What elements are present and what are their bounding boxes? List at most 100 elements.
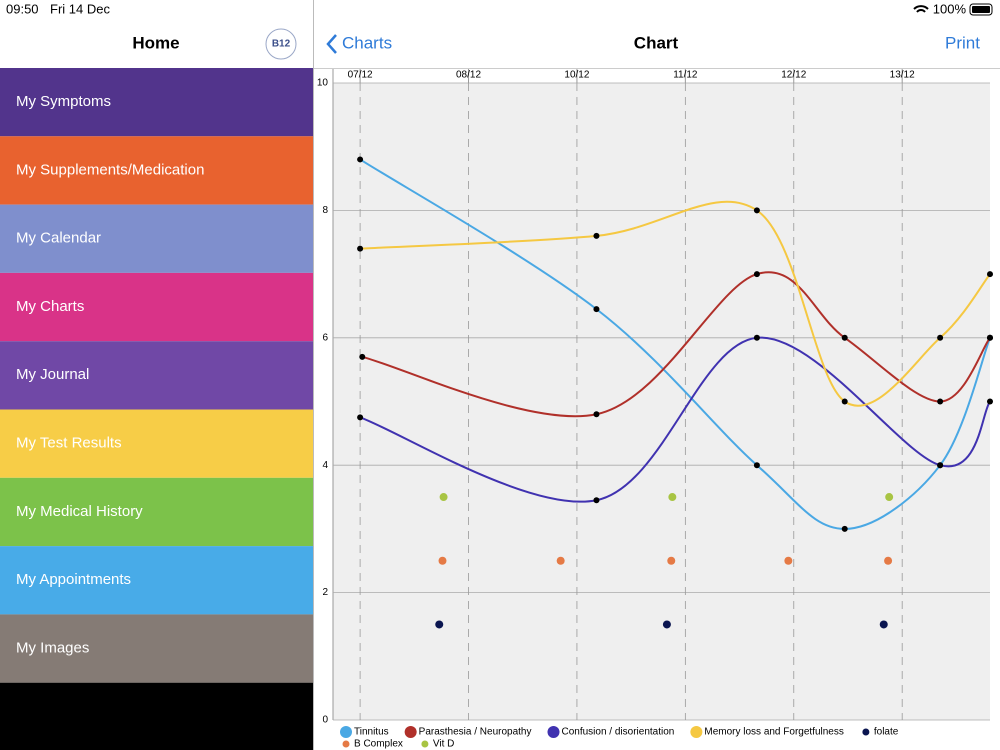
menu-item[interactable] [0,546,313,615]
data-point [987,398,993,405]
legend-label: Tinnitus [354,727,389,738]
data-point [879,620,888,629]
legend-swatch [342,740,350,748]
legend-item: folate [862,727,899,738]
menu-label: My Journal [16,366,89,383]
x-tick-label: 12/12 [781,70,806,81]
legend-label: Confusion / disorientation [562,727,675,738]
plot-area [333,83,990,720]
menu-label: My Medical History [16,503,143,520]
menu-item[interactable] [0,68,313,137]
data-point [357,414,364,421]
data-point [435,620,444,629]
data-point [841,398,848,405]
x-tick-label: 11/12 [673,70,698,81]
data-point [593,411,600,418]
y-tick-label: 6 [322,332,328,343]
x-tick-label: 13/12 [890,70,915,81]
legend-label: Vit D [433,739,455,750]
x-tick-label: 10/12 [564,70,589,81]
menu-item[interactable] [0,477,313,547]
legend-label: B Complex [354,739,403,750]
back-button[interactable]: Charts [342,33,392,52]
print-button[interactable]: Print [945,33,980,52]
data-point [884,556,893,565]
x-tick-label: 08/12 [456,70,481,81]
legend-swatch [690,726,703,738]
menu-item[interactable] [0,409,313,478]
legend-swatch [547,726,560,738]
sidebar-footer [0,682,313,750]
x-tick-label: 07/12 [348,70,373,81]
data-point [987,334,993,341]
sidebar: My Symptoms My Supplements/Medication My C… [0,68,313,750]
logo[interactable] [265,28,297,60]
nav-separator [314,68,1000,69]
menu-item[interactable] [0,614,313,683]
y-tick-label: 4 [322,460,328,471]
y-tick-label: 0 [322,715,328,726]
battery-level [972,6,990,13]
legend-item: Vit D [421,739,454,750]
status-date: Fri 14 Dec [50,1,110,16]
menu-item[interactable] [0,272,313,342]
battery-icon [969,3,993,16]
menu-label: My Charts [16,298,84,315]
wifi-icon [913,5,929,13]
data-point [593,232,600,239]
menu-label: My Images [16,639,89,656]
data-point [593,497,600,504]
data-point [937,462,944,469]
chart: 0 2 4 6 8 10 07/12 08/12 10/12 11/12 12/12 13/12 Tin… [317,69,993,750]
data-point [937,334,944,341]
y-tick-label: 2 [322,587,328,598]
y-tick-label: 10 [317,78,329,89]
back-chevron[interactable] [326,34,337,54]
legend-swatch [862,728,870,736]
data-point [841,525,848,532]
legend-item: Tinnitus [340,726,389,738]
data-point [357,156,364,163]
menu-item[interactable] [0,341,313,410]
legend-swatch [404,726,417,738]
data-point [841,334,848,341]
data-point [556,556,565,565]
data-point [753,207,760,214]
legend-item: Confusion / disorientation [547,726,675,738]
data-point [438,556,447,565]
data-point [359,353,366,360]
menu-label: My Test Results [16,434,122,451]
data-point [987,271,993,278]
data-point [439,493,448,502]
data-point [753,271,760,278]
data-point [662,620,671,629]
data-point [753,334,760,341]
data-point [667,556,676,565]
legend-item: B Complex [342,739,403,750]
legend-item: Memory loss and Forgetfulness [690,726,844,738]
menu-label: My Appointments [16,571,131,588]
sidebar-title: Home [132,33,179,52]
menu-label: My Calendar [16,230,101,247]
status-battery: 100% [933,1,967,16]
y-tick-label: 8 [322,205,328,216]
menu-item[interactable] [0,136,313,205]
data-point [784,556,793,565]
legend-label: folate [874,727,899,738]
data-point [885,493,894,502]
legend-label: Parasthesia / Neuropathy [419,727,532,738]
legend-swatch [340,726,352,738]
series-line [359,336,991,503]
legend-label: Memory loss and Forgetfulness [704,727,844,738]
nav-title: Chart [634,33,679,52]
divider [313,0,314,750]
status-time: 09:50 [6,1,39,16]
menu-label: My Supplements/Medication [16,161,204,178]
menu-item[interactable] [0,204,313,273]
data-point [937,398,944,405]
data-point [593,306,600,313]
data-point [668,493,677,502]
data-point [753,462,760,469]
